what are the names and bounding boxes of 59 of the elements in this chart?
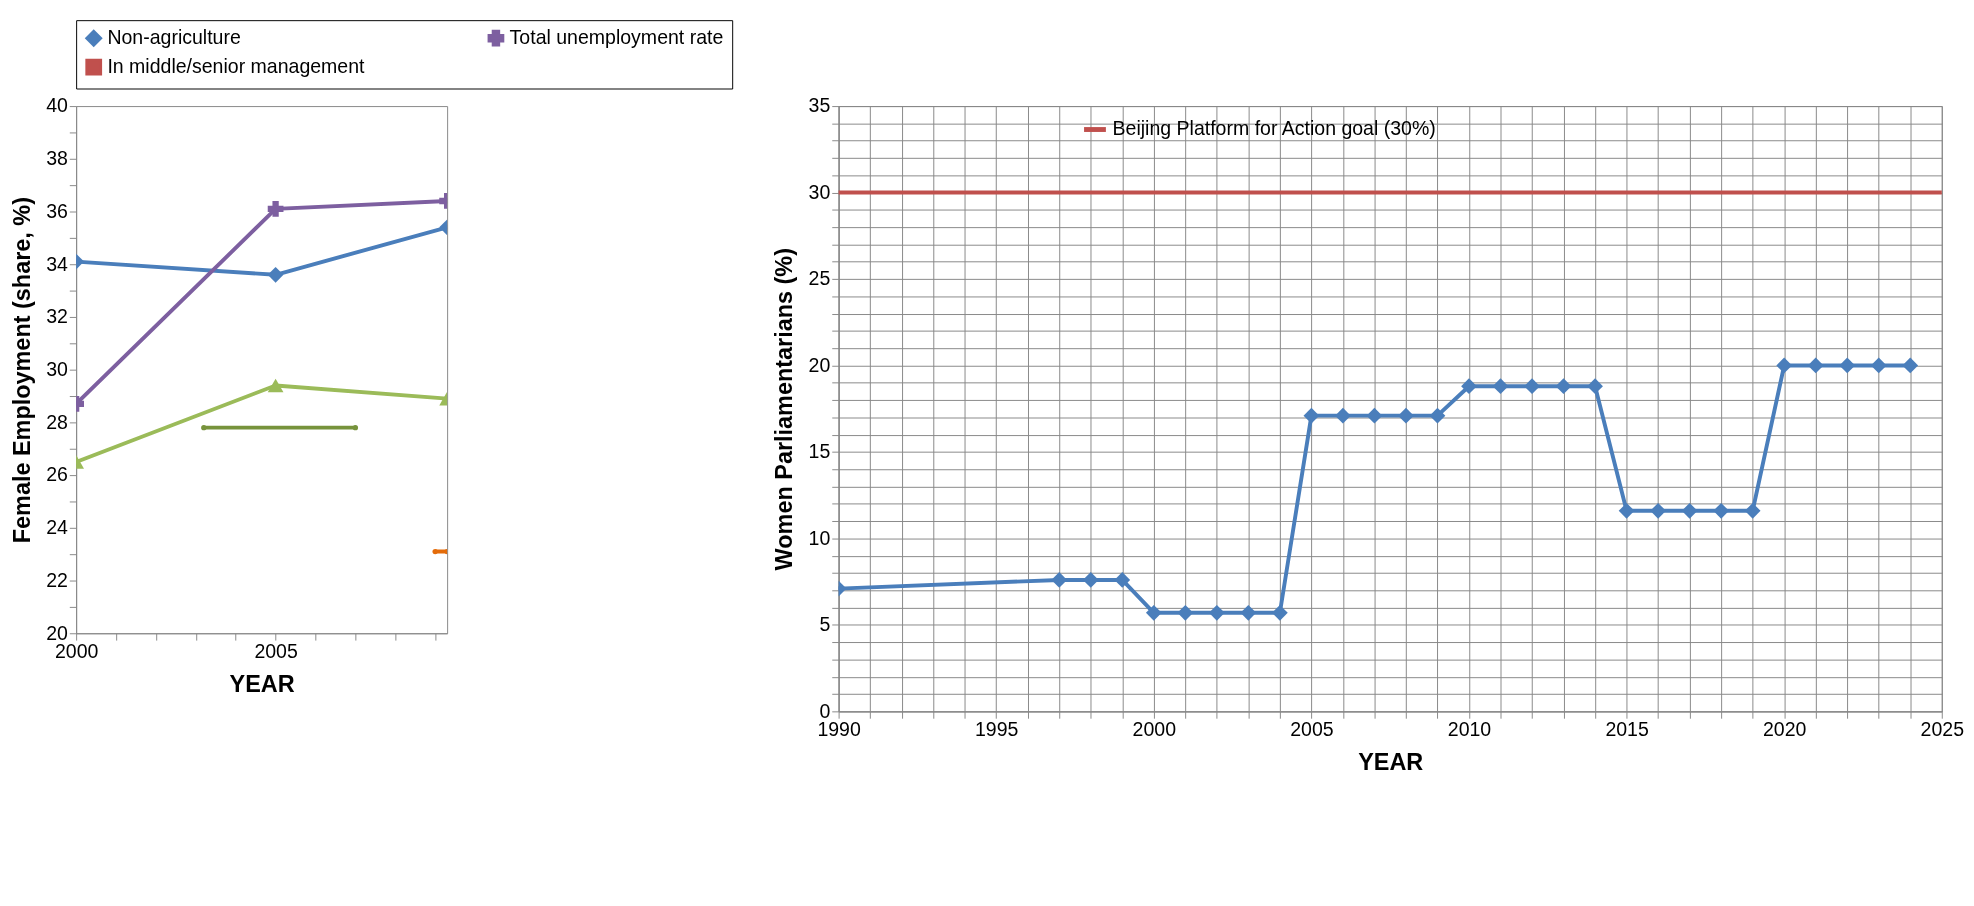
y-axis-title: Women Parliamentarians (%) [771,248,797,571]
y-tick-label: 30 [808,180,831,203]
y-axis-title: Female Employment (share, %) [8,197,35,544]
x-tick-label: 2010 [1447,718,1492,741]
y-tick-label: 24 [46,516,68,539]
point [1681,502,1698,519]
point [1335,407,1351,424]
point [1618,502,1635,519]
x-tick-label: 1995 [974,718,1019,741]
point [1713,502,1730,519]
x-axis-title: YEAR [1358,749,1424,776]
point [1429,407,1446,424]
y-tick-label: 34 [46,252,68,275]
y-tick-label: 30 [46,358,68,381]
y-tick-label: 28 [46,410,68,433]
point [1650,502,1666,519]
legend-label: Total unemployment rate [509,26,724,49]
point [1870,357,1887,374]
y-tick-label: 15 [808,440,831,463]
point [1398,407,1414,424]
point [1776,357,1793,374]
point [1839,357,1856,374]
y-tick-label: 40 [46,94,68,117]
y-tick-label: 36 [46,199,68,222]
y-tick-label: 26 [46,463,68,486]
y-tick-label: 10 [808,526,831,549]
point [1303,407,1320,424]
x-tick-label: 2005 [1290,718,1334,741]
x-tick-label: 2000 [1132,718,1177,741]
x-tick-label: 2005 [254,640,298,663]
point [1807,357,1824,374]
point [1461,378,1477,395]
point [1366,407,1383,424]
point [1902,357,1919,374]
point [1744,502,1761,519]
x-tick-label: 2020 [1762,718,1807,741]
y-tick-label: 22 [46,568,68,591]
point [1208,604,1225,621]
point [1555,378,1572,395]
legend-label: Non-agriculture [107,26,241,49]
x-axis-title: YEAR [229,671,295,698]
y-tick-label: 38 [46,147,68,170]
y-tick-label: 32 [46,305,68,328]
point [1177,604,1194,621]
point [1272,604,1288,621]
point [1240,604,1257,621]
legend-label: In middle/senior management [107,54,366,77]
y-tick-label: 20 [808,353,831,376]
y-tick-label: 5 [819,613,831,636]
x-tick-label: 2025 [1920,718,1965,741]
legend-label: Beijing Platform for Action goal (30%) [1112,117,1436,140]
x-tick-label: 2015 [1605,718,1649,741]
point [1587,378,1603,395]
y-tick-label: 35 [808,94,831,117]
point [1145,604,1162,621]
point [1524,378,1540,395]
point [1114,572,1131,588]
point [1492,378,1509,395]
y-tick-label: 25 [808,267,831,290]
